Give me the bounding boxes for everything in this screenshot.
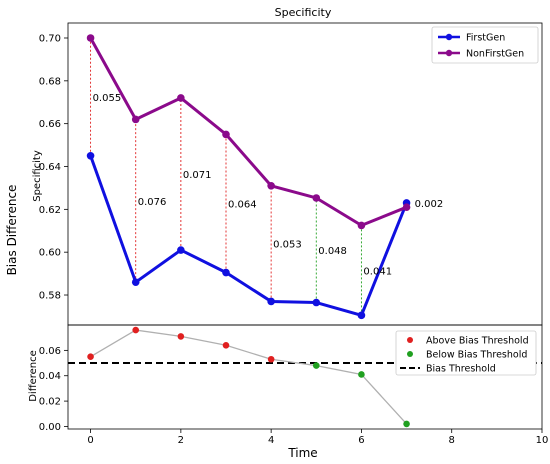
difference-point-above	[222, 341, 230, 349]
series-point-firstgen	[357, 311, 366, 320]
x-tick-label: 2	[178, 435, 184, 446]
top-y-axis-label: Specificity	[32, 150, 43, 202]
difference-point-below	[358, 371, 365, 378]
series-point-nonfirstgen	[267, 181, 275, 190]
specificity-panel: Specificity Specificity 0.58 0.60 0.62 0.64…	[32, 6, 543, 326]
legend-label-below: Below Bias Threshold	[426, 350, 527, 361]
difference-point-above	[132, 326, 140, 334]
series-point-firstgen	[86, 151, 95, 160]
difference-labels: 0.055 0.076 0.071 0.064 0.053 0.048 0.041 0.002	[93, 93, 444, 277]
series-point-firstgen	[177, 246, 185, 254]
top-y-tick-label: 0.58	[39, 291, 61, 302]
difference-point-below	[403, 420, 410, 428]
difference-connectors	[90, 37, 362, 316]
difference-label: 0.076	[138, 197, 167, 208]
difference-points	[87, 326, 410, 428]
series-point-nonfirstgen	[131, 115, 140, 124]
series-point-firstgen	[131, 278, 140, 286]
difference-point-above	[177, 333, 185, 340]
bottom-y-axis-label: Difference	[28, 350, 39, 402]
series-point-nonfirstgen	[222, 130, 230, 139]
difference-label: 0.041	[363, 266, 392, 277]
legend-marker-below	[407, 351, 413, 357]
bottom-legend-box	[395, 330, 537, 376]
difference-label: 0.055	[93, 93, 122, 104]
x-tick-label: 6	[358, 435, 364, 446]
legend-marker-above	[407, 337, 413, 343]
legend-label-nonfirstgen: NonFirstGen	[466, 49, 524, 60]
top-y-tick-label: 0.62	[39, 205, 61, 216]
x-tick-label: 0	[87, 435, 93, 446]
bottom-plot-frame	[67, 324, 543, 430]
series-points	[86, 34, 411, 320]
series-lines	[89, 37, 408, 317]
legend-marker-firstgen	[445, 33, 453, 41]
series-point-nonfirstgen	[177, 94, 185, 102]
x-tick-label: 10	[536, 435, 549, 446]
series-point-firstgen	[267, 297, 275, 306]
x-tick-label: 8	[449, 435, 455, 446]
top-y-tick-label: 0.60	[39, 248, 61, 259]
difference-point-above	[267, 355, 275, 363]
difference-label: 0.048	[318, 246, 347, 257]
difference-label: 0.071	[183, 170, 212, 181]
top-y-tick-label: 0.68	[39, 76, 61, 87]
difference-point-below	[312, 362, 320, 369]
top-y-tick-label: 0.64	[39, 162, 61, 173]
difference-point-above	[87, 353, 94, 361]
legend-label-firstgen: FirstGen	[466, 33, 505, 44]
bottom-legend: Above Bias Threshold Below Bias Threshol…	[395, 330, 537, 376]
bottom-y-tick-label: 0.06	[39, 346, 61, 357]
x-ticks: 0 2 4 6 8 10	[87, 429, 548, 446]
series-point-nonfirstgen	[402, 203, 411, 211]
figure-x-axis-label: Time	[287, 446, 317, 460]
bottom-y-tick-label: 0.00	[39, 422, 61, 433]
legend-label-above: Above Bias Threshold	[426, 336, 529, 347]
series-point-nonfirstgen	[357, 221, 366, 230]
series-line-nonfirstgen	[89, 37, 408, 227]
series-point-nonfirstgen	[312, 194, 321, 202]
figure-y-axis-label: Bias Difference	[5, 185, 19, 276]
top-y-tick-label: 0.70	[39, 33, 61, 44]
chart-title: Specificity	[275, 6, 332, 19]
series-point-nonfirstgen	[86, 34, 95, 42]
series-point-firstgen	[222, 268, 230, 277]
top-legend: FirstGen NonFirstGen	[431, 26, 539, 64]
series-point-firstgen	[312, 298, 321, 307]
difference-label: 0.002	[415, 199, 444, 210]
bottom-y-tick-label: 0.04	[39, 371, 61, 382]
legend-label-threshold: Bias Threshold	[426, 364, 496, 375]
bottom-y-tick-label: 0.02	[39, 397, 61, 408]
top-y-tick-label: 0.66	[39, 119, 61, 130]
top-y-ticks: 0.58 0.60 0.62 0.64 0.66 0.68 0.70	[39, 33, 68, 302]
difference-panel: Difference 0.00 0.02 0.04 0.06 0 2 4 6 8 10 Abov…	[28, 324, 548, 446]
difference-path	[90, 329, 408, 425]
difference-label: 0.053	[273, 240, 302, 251]
bottom-y-ticks: 0.00 0.02 0.04 0.06	[39, 346, 68, 433]
x-tick-label: 4	[268, 435, 274, 446]
legend-marker-nonfirstgen	[445, 49, 453, 57]
difference-label: 0.064	[228, 199, 257, 210]
series-line-firstgen	[89, 155, 408, 317]
